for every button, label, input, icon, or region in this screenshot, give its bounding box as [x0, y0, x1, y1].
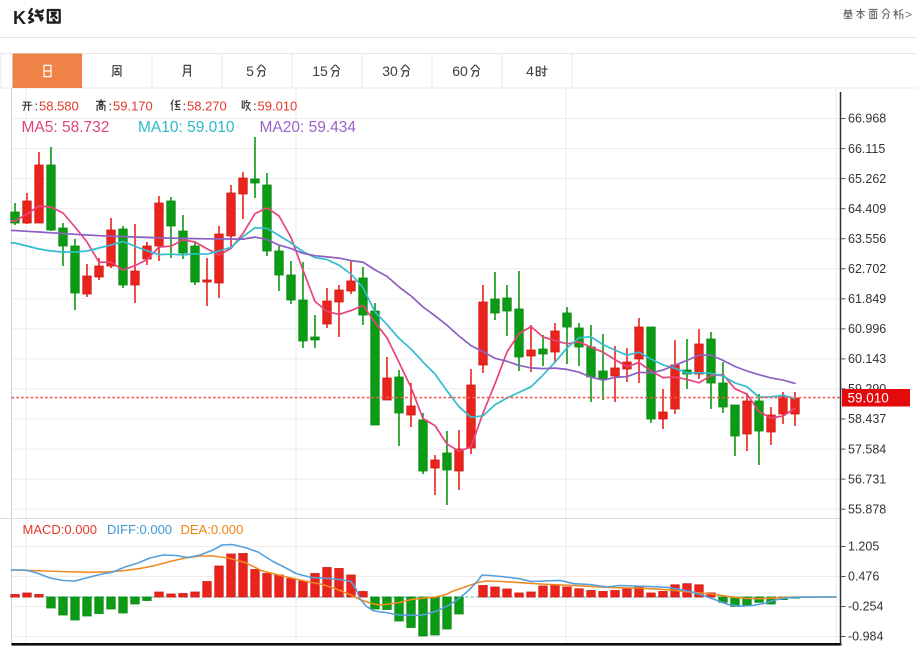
svg-text:-0.984: -0.984: [848, 630, 883, 644]
svg-text:DEA:0.000: DEA:0.000: [181, 522, 244, 537]
svg-text:K: K: [13, 8, 26, 28]
svg-text:66.115: 66.115: [848, 142, 885, 156]
svg-text:MA5: 58.732: MA5: 58.732: [22, 119, 110, 136]
svg-text:63.556: 63.556: [848, 232, 886, 246]
svg-text:MA20: 59.434: MA20: 59.434: [260, 119, 357, 136]
svg-text::: :: [109, 99, 113, 114]
svg-text:DIFF:0.000: DIFF:0.000: [107, 522, 172, 537]
svg-text:64.409: 64.409: [848, 202, 886, 216]
svg-text:59.010: 59.010: [848, 390, 889, 405]
svg-text:57.584: 57.584: [848, 442, 886, 456]
svg-text:61.849: 61.849: [848, 292, 886, 306]
svg-text:60.996: 60.996: [848, 322, 886, 336]
svg-text:58.437: 58.437: [848, 412, 886, 426]
svg-text:65.262: 65.262: [848, 172, 886, 186]
svg-text:15: 15: [312, 63, 328, 79]
svg-text:-0.254: -0.254: [848, 600, 883, 614]
svg-text:MA10: 59.010: MA10: 59.010: [138, 119, 235, 136]
svg-text:>: >: [905, 8, 912, 22]
svg-text:59.010: 59.010: [258, 99, 298, 114]
svg-text::: :: [35, 99, 39, 114]
svg-text:59.170: 59.170: [113, 99, 153, 114]
svg-text:0.476: 0.476: [848, 570, 879, 584]
svg-text:55.878: 55.878: [848, 502, 886, 516]
svg-text:58.270: 58.270: [187, 99, 227, 114]
svg-text:60.143: 60.143: [848, 352, 886, 366]
svg-text:1.205: 1.205: [848, 540, 879, 554]
svg-text:60: 60: [452, 63, 468, 79]
svg-text:30: 30: [382, 63, 398, 79]
svg-text:5: 5: [246, 63, 254, 79]
svg-text:56.731: 56.731: [848, 472, 886, 486]
svg-text:66.968: 66.968: [848, 112, 886, 126]
svg-text:4: 4: [526, 63, 534, 79]
svg-text::: :: [183, 99, 187, 114]
svg-text::: :: [253, 99, 257, 114]
svg-text:62.702: 62.702: [848, 262, 886, 276]
svg-text:MACD:0.000: MACD:0.000: [23, 522, 97, 537]
svg-text:58.580: 58.580: [39, 99, 79, 114]
